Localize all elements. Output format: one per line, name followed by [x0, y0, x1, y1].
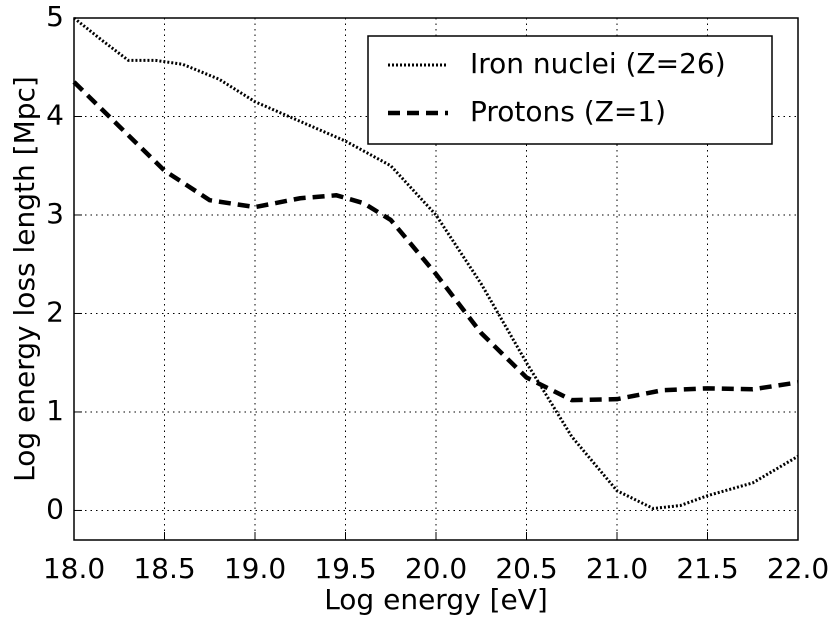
x-tick-label: 20.5	[495, 552, 557, 585]
x-tick-label: 21.0	[586, 552, 648, 585]
x-axis-label: Log energy [eV]	[324, 583, 548, 616]
x-tick-label: 22.0	[767, 552, 829, 585]
y-tick-label: 4	[46, 98, 64, 131]
x-tick-label: 19.5	[314, 552, 376, 585]
legend-label: Protons (Z=1)	[470, 95, 666, 128]
y-tick-label: 1	[46, 394, 64, 427]
y-tick-label: 2	[46, 295, 64, 328]
legend-box	[367, 35, 773, 145]
x-tick-label: 19.0	[224, 552, 286, 585]
y-tick-label: 3	[46, 197, 64, 230]
y-tick-label: 0	[46, 492, 64, 525]
x-tick-label: 18.5	[133, 552, 195, 585]
y-tick-label: 5	[46, 0, 64, 33]
x-tick-label: 21.5	[676, 552, 738, 585]
y-axis-label: Log energy loss length [Mpc]	[8, 76, 41, 482]
line-series	[72, 80, 799, 403]
line-series	[73, 16, 799, 510]
legend-label: Iron nuclei (Z=26)	[470, 47, 726, 80]
x-tick-label: 20.0	[405, 552, 467, 585]
plot-frame	[73, 17, 799, 541]
x-tick-label: 18.0	[43, 552, 105, 585]
